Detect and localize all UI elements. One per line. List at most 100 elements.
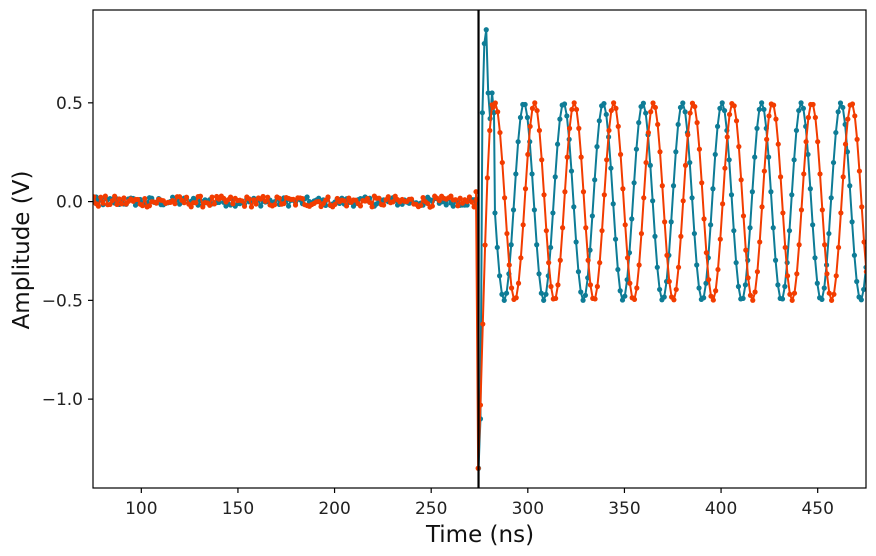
- data-point: [847, 183, 853, 189]
- data-point: [617, 151, 624, 158]
- data-point: [606, 127, 612, 134]
- data-point: [801, 171, 807, 177]
- data-point: [536, 127, 543, 134]
- data-point: [699, 180, 705, 186]
- data-point: [770, 225, 776, 231]
- data-point: [622, 293, 628, 299]
- data-point: [833, 273, 839, 279]
- data-point: [369, 204, 375, 210]
- data-point: [759, 204, 765, 210]
- data-point: [779, 296, 786, 302]
- data-point: [812, 255, 818, 261]
- data-point: [381, 202, 387, 208]
- data-point: [835, 244, 842, 251]
- data-point: [139, 203, 146, 209]
- data-point: [529, 171, 535, 177]
- data-point: [733, 260, 739, 266]
- data-point: [708, 293, 714, 299]
- data-point: [562, 189, 568, 195]
- data-point: [538, 290, 544, 296]
- data-point: [826, 230, 832, 237]
- data-point: [566, 125, 573, 131]
- data-point: [487, 127, 493, 134]
- data-point: [253, 201, 259, 207]
- data-point: [754, 125, 760, 131]
- data-point: [756, 106, 762, 113]
- data-point: [571, 204, 577, 210]
- data-point: [840, 174, 846, 180]
- data-point: [662, 219, 668, 225]
- data-point: [292, 202, 299, 208]
- data-point: [260, 193, 266, 200]
- data-point: [420, 195, 426, 201]
- data-point: [483, 27, 489, 33]
- data-point: [608, 107, 614, 114]
- data-point: [597, 260, 603, 266]
- data-point: [457, 195, 463, 201]
- data-point: [515, 280, 522, 286]
- data-point: [640, 100, 646, 106]
- data-point: [710, 186, 716, 192]
- x-tick-label: 450: [801, 499, 833, 519]
- data-point: [211, 201, 217, 207]
- data-point: [687, 110, 693, 116]
- data-point: [503, 290, 510, 296]
- data-point: [285, 203, 292, 209]
- data-point: [861, 286, 866, 293]
- data-point: [520, 222, 526, 228]
- data-point: [98, 194, 104, 200]
- data-point: [450, 203, 456, 209]
- data-point: [715, 266, 721, 273]
- data-point: [376, 195, 382, 201]
- data-point: [531, 207, 537, 213]
- data-point: [385, 194, 391, 200]
- data-point: [515, 139, 521, 145]
- y-axis-ticks: 0.5 0.0 −0.5 −1.0: [42, 94, 93, 410]
- data-point: [713, 288, 719, 294]
- data-point: [560, 225, 566, 231]
- data-point: [557, 257, 563, 263]
- data-point: [592, 296, 598, 302]
- data-point: [555, 282, 561, 288]
- data-point: [587, 282, 594, 288]
- data-point: [706, 277, 712, 283]
- data-point: [615, 123, 621, 129]
- data-point: [251, 197, 257, 203]
- data-point: [599, 228, 605, 234]
- data-point: [553, 295, 559, 301]
- data-point: [685, 132, 691, 138]
- data-point: [638, 230, 645, 237]
- data-point: [418, 202, 424, 209]
- data-point: [569, 106, 575, 113]
- data-point: [209, 194, 215, 200]
- data-point: [580, 189, 587, 195]
- data-point: [494, 244, 500, 251]
- data-point: [747, 225, 753, 231]
- data-point: [731, 103, 737, 109]
- data-point: [719, 100, 725, 106]
- data-point: [692, 103, 698, 110]
- data-point: [819, 296, 825, 303]
- data-point: [492, 210, 498, 216]
- data-point: [107, 201, 113, 208]
- data-point: [701, 216, 707, 222]
- data-point: [731, 228, 737, 234]
- data-point: [619, 297, 626, 303]
- data-point: [782, 283, 788, 290]
- data-point: [775, 282, 781, 288]
- data-point: [780, 210, 786, 216]
- data-point: [299, 196, 306, 202]
- data-point: [736, 144, 742, 150]
- data-point: [541, 192, 547, 198]
- data-point: [629, 216, 635, 222]
- data-point: [708, 222, 714, 228]
- data-point: [678, 233, 684, 239]
- data-point: [582, 292, 589, 298]
- data-point: [789, 192, 795, 198]
- data-point: [517, 114, 524, 121]
- data-point: [793, 127, 800, 134]
- data-point: [805, 151, 811, 158]
- data-point: [564, 113, 570, 119]
- data-point: [93, 194, 97, 200]
- data-point: [652, 104, 658, 111]
